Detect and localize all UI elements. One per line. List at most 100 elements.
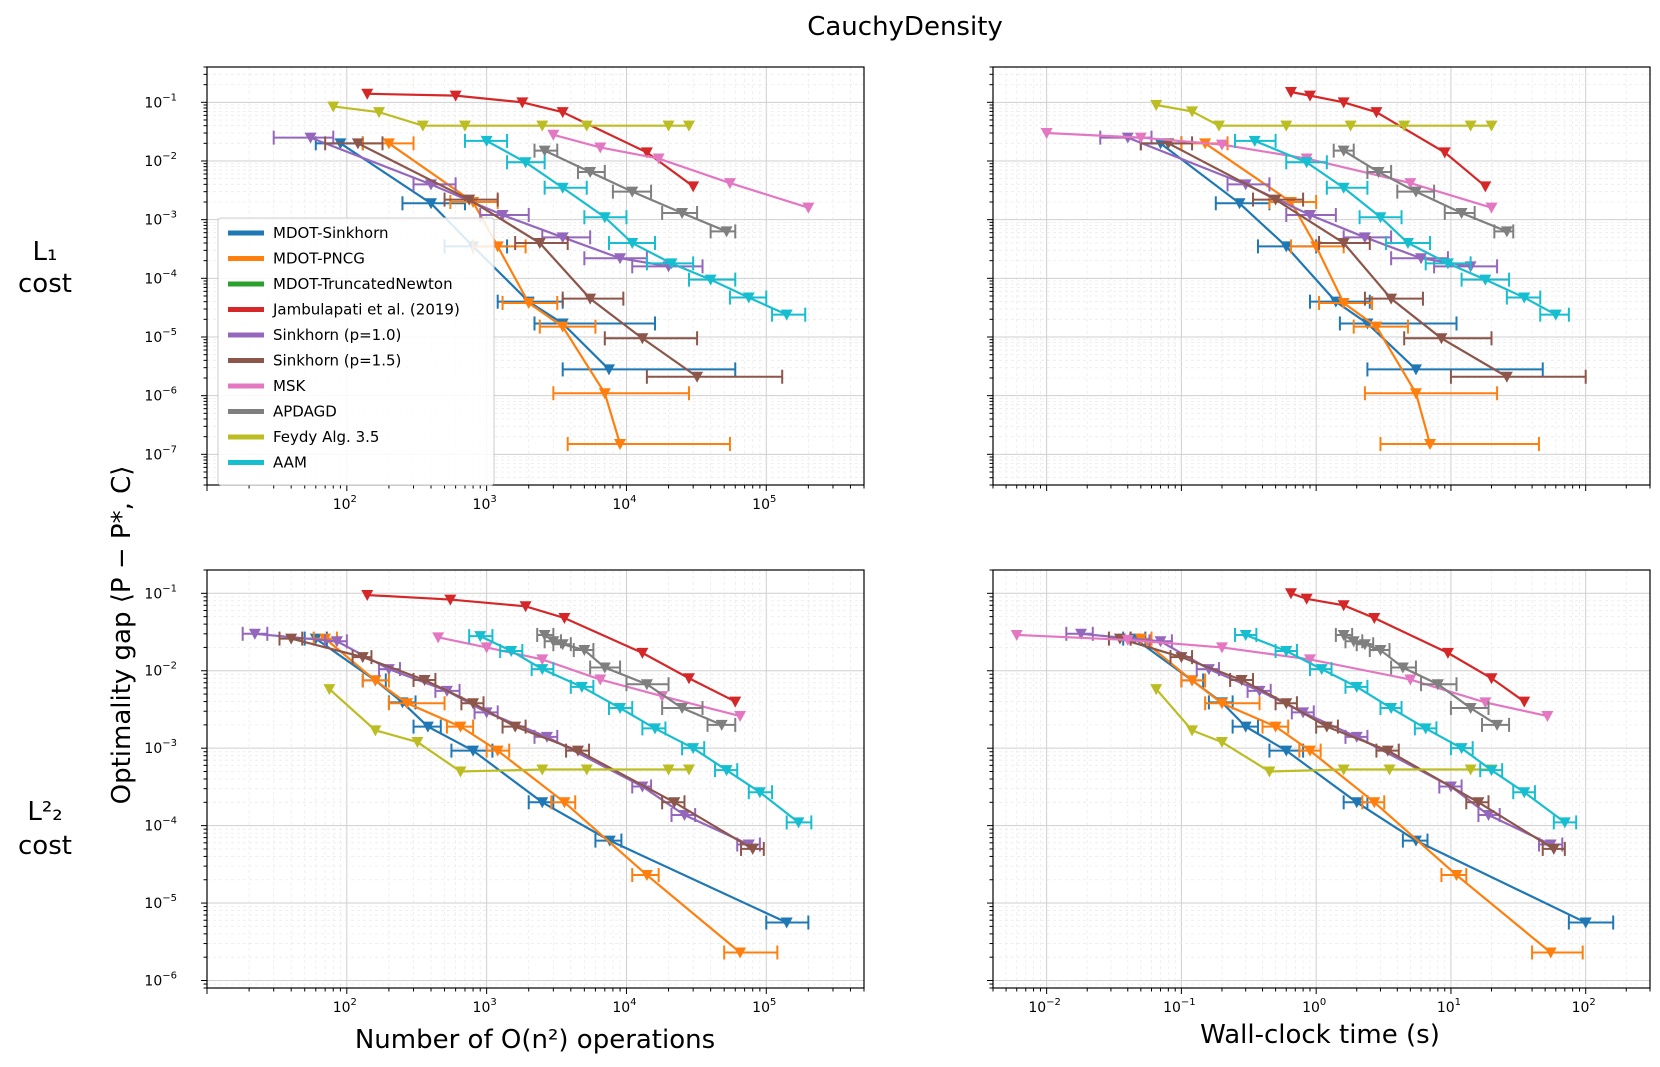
data-point-marker bbox=[1374, 212, 1387, 224]
data-point-marker bbox=[1441, 647, 1454, 659]
y-tick-exponent: −5 bbox=[162, 327, 177, 338]
data-point-marker bbox=[1518, 787, 1531, 799]
axes-frame-top-right bbox=[992, 66, 1651, 486]
data-point-marker bbox=[454, 721, 467, 733]
x-tick-exponent: 1 bbox=[1455, 997, 1461, 1008]
panel-bottom-left: 102 103 104 105 10−6 10−5 10−4 10−3 10−2 10−1 bbox=[144, 569, 865, 1016]
data-point-marker bbox=[1300, 593, 1313, 605]
data-point-marker bbox=[1370, 321, 1383, 333]
data-point-marker bbox=[1558, 817, 1571, 829]
data-point-marker bbox=[454, 766, 467, 778]
data-point-marker bbox=[1544, 947, 1557, 959]
y-tick-exponent: −5 bbox=[162, 893, 177, 904]
data-point-marker bbox=[1381, 745, 1394, 757]
data-point-marker bbox=[598, 388, 611, 400]
row-label-l22-symbol: L²₂ bbox=[27, 797, 62, 827]
data-point-marker bbox=[509, 721, 522, 733]
data-point-marker bbox=[1368, 612, 1381, 624]
data-point-marker bbox=[536, 120, 549, 132]
data-point-marker bbox=[1350, 681, 1363, 693]
legend-label: Jambulapati et al. (2019) bbox=[272, 301, 460, 319]
x-axis-label-operations: Number of O(n²) operations bbox=[355, 1025, 715, 1055]
series-line-feydy-alg-3-5 bbox=[1155, 688, 1492, 773]
data-point-marker bbox=[662, 120, 675, 132]
data-point-marker bbox=[556, 639, 569, 651]
x-tick-label: 100 bbox=[1302, 997, 1326, 1016]
data-point-marker bbox=[556, 182, 569, 194]
data-point-marker bbox=[662, 764, 675, 776]
data-point-marker bbox=[1344, 120, 1357, 132]
plot-area-bottom-right bbox=[1010, 588, 1615, 960]
data-point-marker bbox=[802, 202, 815, 214]
data-point-marker bbox=[715, 719, 728, 731]
data-point-marker bbox=[474, 631, 487, 643]
y-tick-exponent: −4 bbox=[162, 268, 177, 279]
data-point-marker bbox=[682, 764, 695, 776]
data-point-marker bbox=[1431, 679, 1444, 691]
plot-area-bottom-left bbox=[241, 590, 813, 960]
data-point-marker bbox=[505, 645, 518, 657]
data-point-marker bbox=[1464, 764, 1477, 776]
data-point-marker bbox=[1134, 132, 1147, 144]
data-point-marker bbox=[1269, 721, 1282, 733]
data-point-marker bbox=[1337, 238, 1350, 250]
data-point-marker bbox=[1186, 675, 1199, 687]
data-point-marker bbox=[458, 120, 471, 132]
data-point-marker bbox=[1485, 202, 1498, 214]
data-point-marker bbox=[1441, 258, 1454, 270]
series-feydy-alg-3-5 bbox=[323, 684, 695, 778]
data-point-marker bbox=[1455, 207, 1468, 219]
series-jambulapati-et-al-2019 bbox=[361, 590, 742, 708]
data-point-marker bbox=[418, 674, 431, 686]
data-point-marker bbox=[1435, 333, 1448, 345]
series-line-feydy-alg-3-5 bbox=[333, 105, 689, 127]
series-line-sinkhorn-p-1-5 bbox=[1167, 142, 1508, 378]
series-apdagd bbox=[533, 143, 737, 239]
data-point-marker bbox=[682, 673, 695, 685]
data-point-marker bbox=[704, 274, 717, 286]
y-tick-exponent: −7 bbox=[162, 444, 177, 455]
series-line-msk bbox=[437, 636, 741, 718]
data-point-marker bbox=[1040, 127, 1053, 139]
x-tick-label: 10−2 bbox=[1028, 997, 1061, 1016]
data-point-marker bbox=[614, 253, 627, 265]
x-tick-label: 105 bbox=[752, 997, 776, 1016]
data-point-marker bbox=[1383, 764, 1396, 776]
data-point-marker bbox=[1248, 135, 1261, 147]
legend-item-sinkhorn-p-1-0: Sinkhorn (p=1.0) bbox=[228, 326, 401, 344]
legend: MDOT-Sinkhorn MDOT-PNCG MDOT-TruncatedNewt… bbox=[217, 217, 495, 486]
series-aam bbox=[468, 629, 813, 830]
data-point-marker bbox=[330, 636, 343, 648]
data-point-marker bbox=[558, 612, 571, 624]
data-point-marker bbox=[1303, 654, 1316, 666]
x-tick-exponent: 2 bbox=[1589, 997, 1595, 1008]
x-tick-label: 10−1 bbox=[1163, 997, 1196, 1016]
data-point-marker bbox=[571, 745, 584, 757]
data-point-marker bbox=[648, 723, 661, 735]
data-point-marker bbox=[1337, 764, 1350, 776]
series-apdagd bbox=[536, 627, 737, 732]
series-jambulapati-et-al-2019 bbox=[1284, 86, 1492, 193]
series-aam bbox=[1234, 627, 1578, 830]
data-point-marker bbox=[656, 691, 669, 703]
data-point-marker bbox=[516, 97, 529, 109]
series-line-sinkhorn-p-1-5 bbox=[357, 142, 698, 378]
data-point-marker bbox=[1239, 721, 1252, 733]
data-point-marker bbox=[734, 947, 747, 959]
data-point-marker bbox=[1284, 86, 1297, 98]
data-point-marker bbox=[536, 797, 549, 809]
data-point-marker bbox=[1518, 292, 1531, 304]
series-msk bbox=[547, 129, 815, 214]
y-tick-exponent: −1 bbox=[162, 583, 177, 594]
data-point-marker bbox=[1239, 629, 1252, 641]
data-point-marker bbox=[519, 601, 532, 613]
data-point-marker bbox=[1485, 673, 1498, 685]
data-point-marker bbox=[1464, 120, 1477, 132]
data-point-marker bbox=[1438, 147, 1451, 159]
series-feydy-alg-3-5 bbox=[1150, 684, 1498, 778]
data-point-marker bbox=[1541, 711, 1554, 723]
data-point-marker bbox=[1233, 198, 1246, 210]
data-point-marker bbox=[598, 662, 611, 674]
data-point-marker bbox=[1415, 253, 1428, 265]
grid-bottom-right bbox=[993, 570, 1650, 988]
